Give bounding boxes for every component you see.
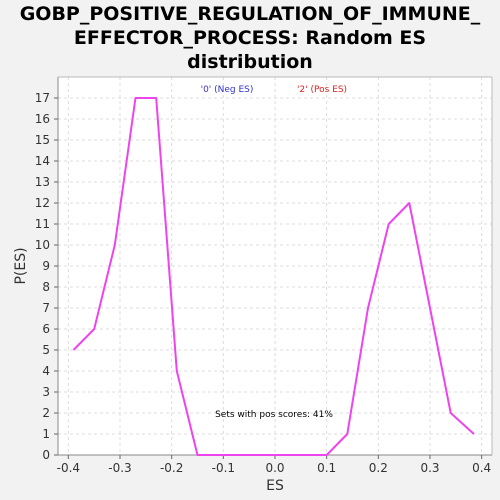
title-line-2: EFFECTOR_PROCESS: Random ES [73,27,427,49]
y-tick-label: 6 [42,322,50,336]
y-tick-label: 8 [42,280,50,294]
y-tick-label: 12 [35,196,50,210]
x-tick-label: 0.3 [420,461,439,475]
x-tick-label: 0.4 [472,461,491,475]
x-tick-label: 0.1 [317,461,336,475]
y-tick-label: 11 [35,217,50,231]
y-tick-label: 0 [42,448,50,462]
x-tick-label: -0.3 [108,461,131,475]
x-tick-label: 0.2 [369,461,388,475]
y-tick-label: 5 [42,343,50,357]
chart-title: GOBP_POSITIVE_REGULATION_OF_IMMUNE_ EFFE… [0,2,500,74]
y-tick-label: 17 [35,91,50,105]
y-tick-label: 16 [35,112,50,126]
x-tick-label: 0.0 [265,461,284,475]
y-tick-label: 9 [42,259,50,273]
title-line-1: GOBP_POSITIVE_REGULATION_OF_IMMUNE_ [19,3,481,25]
pos-score-annotation: Sets with pos scores: 41% [215,410,333,420]
y-tick-label: 10 [35,238,50,252]
y-tick-label: 3 [42,385,50,399]
y-tick-label: 14 [35,154,50,168]
y-tick-label: 4 [42,364,50,378]
title-line-3: distribution [187,51,313,73]
x-tick-label: -0.2 [160,461,183,475]
x-tick-label: -0.4 [57,461,80,475]
series-line [72,97,475,456]
y-tick-label: 1 [42,427,50,441]
y-tick-label: 15 [35,133,50,147]
x-tick-label: -0.1 [212,461,235,475]
y-tick-label: 2 [42,406,50,420]
y-tick-label: 13 [35,175,50,189]
y-tick-label: 7 [42,301,50,315]
legend-neg-es: '0' (Neg ES) [201,85,254,95]
y-axis-label: P(ES) [13,247,29,284]
legend-pos-es: '2' (Pos ES) [297,85,347,95]
x-axis-label: ES [266,478,284,494]
x-axis-ticks: -0.4 -0.3 -0.2 -0.1 0.0 0.1 0.2 0.3 0.4 [57,455,491,475]
